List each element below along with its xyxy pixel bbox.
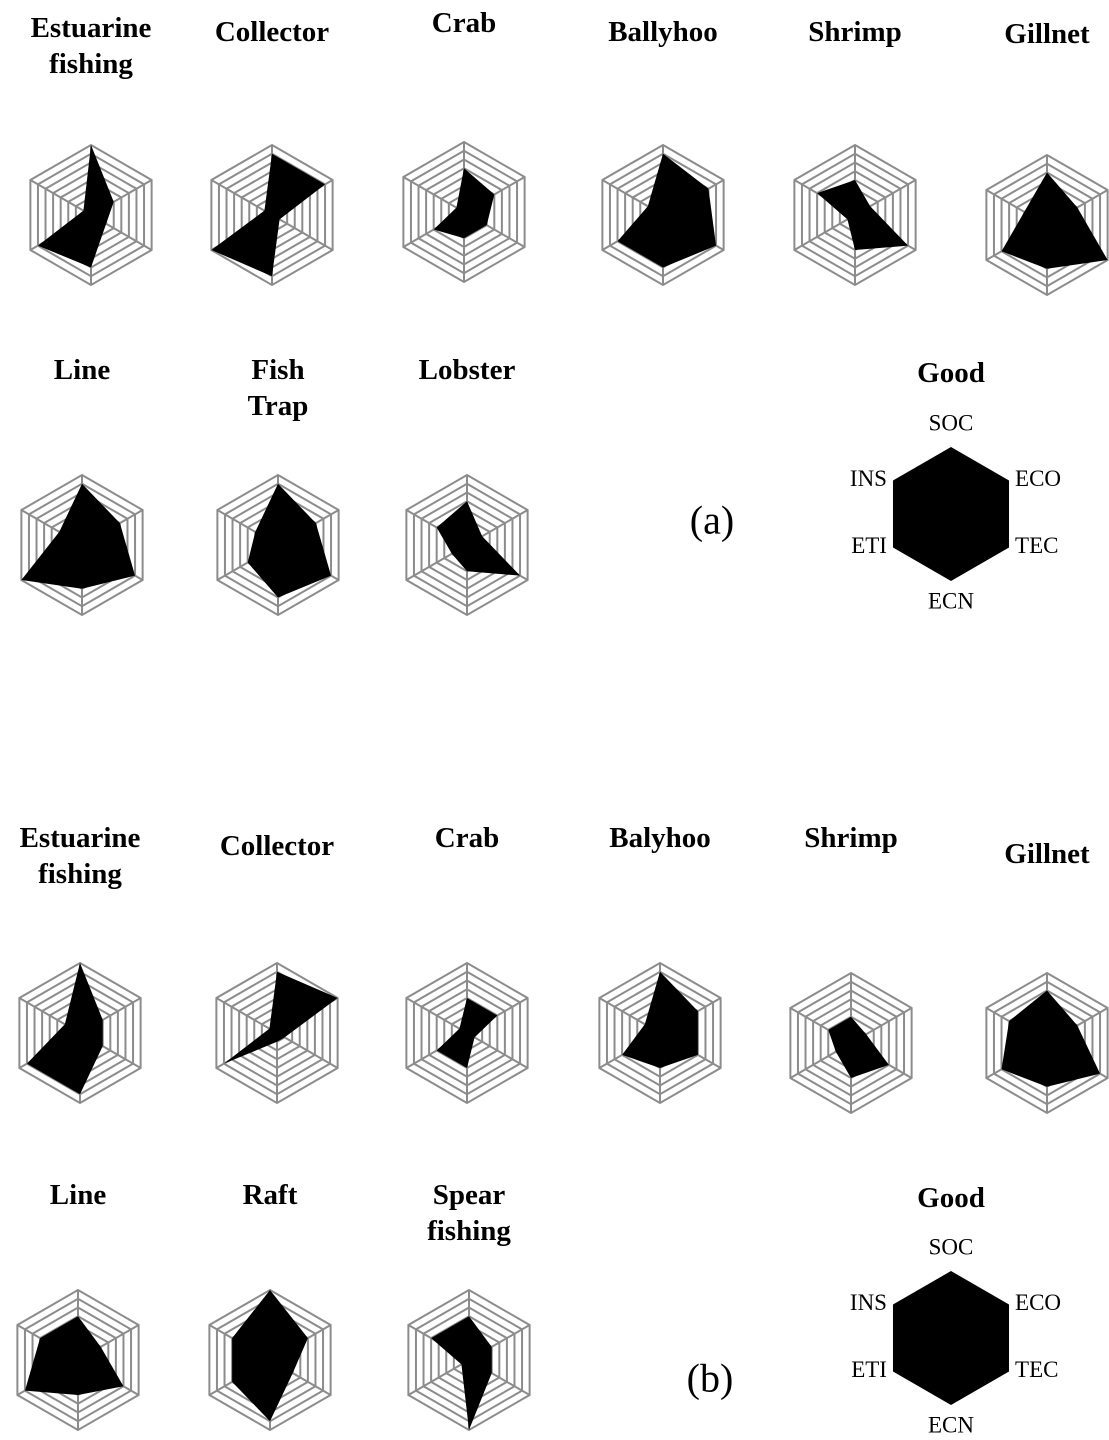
chart-title: Shrimp xyxy=(804,822,898,854)
spoke xyxy=(402,176,465,213)
chart-title: Gillnet xyxy=(1004,838,1090,870)
axis-label: ECN xyxy=(928,588,974,613)
spoke xyxy=(29,179,92,216)
chart-title: Estuarine fishing xyxy=(30,12,152,81)
axis-label: ETI xyxy=(851,533,887,558)
radar-area xyxy=(1001,172,1108,269)
spoke xyxy=(405,997,468,1034)
chart-title: Crab xyxy=(431,7,497,39)
radar-area xyxy=(1001,990,1101,1087)
axis-label: ECO xyxy=(1015,466,1061,491)
axis-label: ECO xyxy=(1015,1290,1061,1315)
axis-label: TEC xyxy=(1015,533,1058,558)
panel-label: (b) xyxy=(686,1355,734,1401)
axis-label: SOC xyxy=(929,1234,974,1259)
radar-area xyxy=(892,447,1010,581)
chart-title: Shrimp xyxy=(808,16,902,48)
radar-area xyxy=(892,1271,1010,1405)
radar-area xyxy=(223,971,338,1064)
radar-area xyxy=(436,998,498,1068)
chart-title: Balyhoo xyxy=(609,822,711,854)
axis-label: ETI xyxy=(851,1357,887,1382)
radar-area xyxy=(431,1316,492,1430)
axis-label: SOC xyxy=(929,410,974,435)
radar-area xyxy=(232,1290,308,1422)
axis-label: INS xyxy=(850,466,887,491)
radar-area xyxy=(21,483,136,589)
chart-title: Fish Trap xyxy=(247,354,309,423)
axis-label: TEC xyxy=(1015,1357,1058,1382)
spoke xyxy=(276,1032,339,1069)
spoke xyxy=(215,997,278,1034)
radar-area xyxy=(24,1316,124,1395)
spoke xyxy=(210,179,273,216)
chart-title: Good xyxy=(917,1182,985,1214)
radar-area xyxy=(436,501,521,576)
chart-title: Lobster xyxy=(418,354,516,386)
spoke xyxy=(793,214,856,251)
radar-area xyxy=(433,168,495,239)
chart-title: Line xyxy=(49,1179,107,1211)
radar-area xyxy=(617,153,717,268)
radar-area xyxy=(211,153,326,277)
chart-title: Good xyxy=(917,357,985,389)
radar-area xyxy=(26,963,103,1095)
chart-title: Gillnet xyxy=(1004,18,1090,50)
chart-title: Estuarine fishing xyxy=(19,822,141,891)
chart-title: Raft xyxy=(242,1179,298,1211)
chart-title: Collector xyxy=(219,830,335,862)
spoke xyxy=(271,214,334,251)
spoke xyxy=(407,1359,470,1396)
radar-area xyxy=(817,180,909,250)
chart-title: Spear fishing xyxy=(427,1179,511,1248)
chart-title: Crab xyxy=(434,822,500,854)
chart-title: Line xyxy=(53,354,111,386)
axis-label: ECN xyxy=(928,1412,974,1437)
panel-label: (a) xyxy=(689,497,735,543)
radar-area xyxy=(247,483,332,598)
radar-area xyxy=(37,145,114,268)
spoke xyxy=(466,1032,529,1069)
radar-area xyxy=(622,971,698,1068)
chart-title: Collector xyxy=(214,16,330,48)
chart-title: Ballyhoo xyxy=(608,16,718,48)
radar-area xyxy=(828,1016,889,1078)
axis-label: INS xyxy=(850,1290,887,1315)
